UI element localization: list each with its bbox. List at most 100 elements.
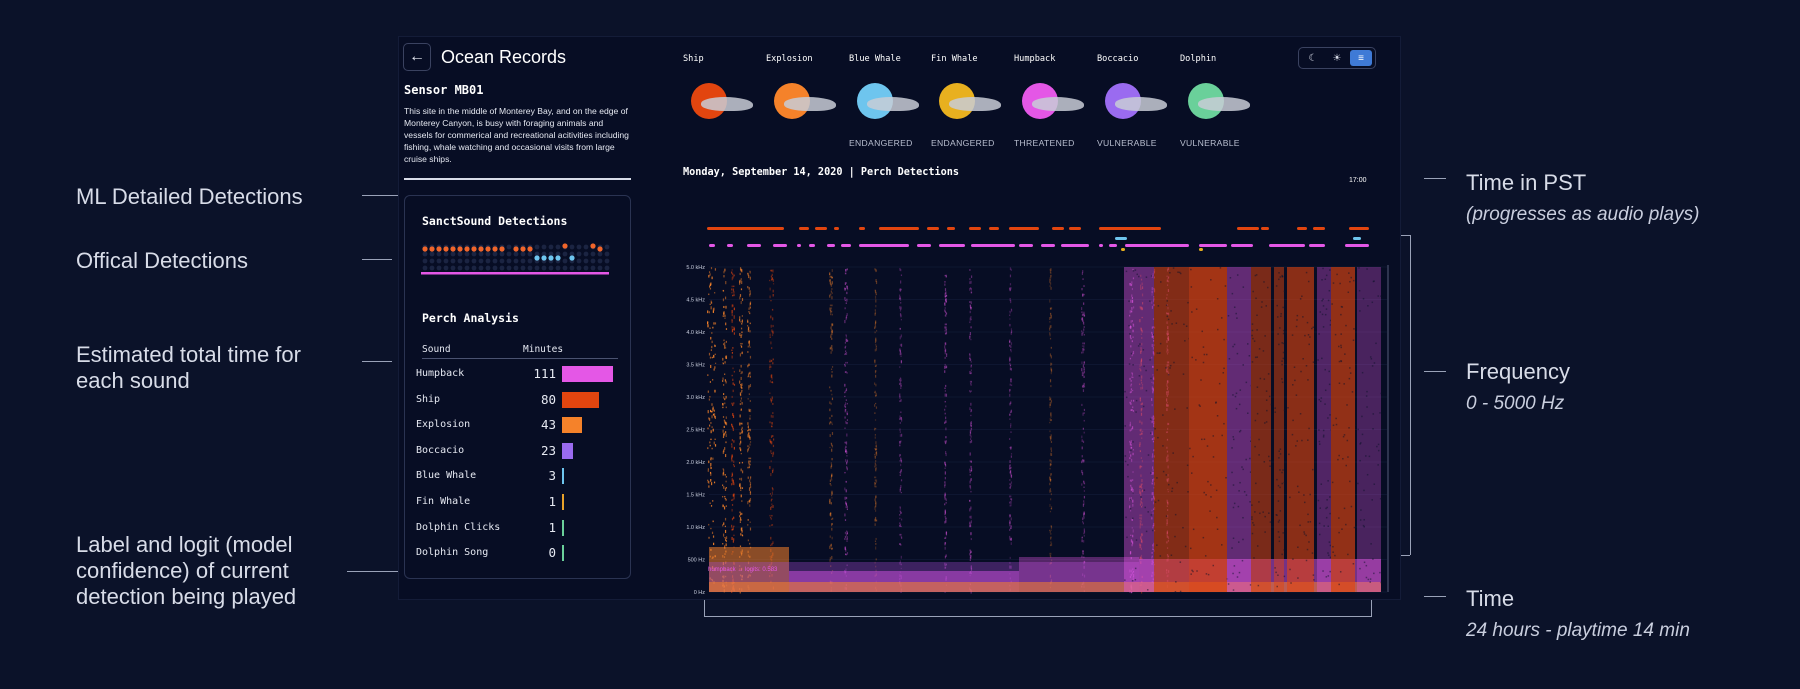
back-button[interactable]: ← — [403, 43, 431, 71]
spectrogram-pixel — [712, 379, 714, 381]
spectrogram-pixel — [1205, 494, 1207, 496]
spectrogram-pixel — [1131, 320, 1133, 323]
spectrogram-pixel — [1222, 372, 1225, 374]
spectrogram-pixel — [831, 547, 833, 550]
spectrogram-pixel — [1191, 356, 1193, 359]
spectrogram-pixel — [1306, 548, 1309, 551]
grid-dot — [492, 251, 498, 257]
spectrogram-pixel — [899, 336, 901, 340]
spectrogram-pixel — [844, 353, 846, 356]
spectrogram-pixel — [1281, 553, 1283, 556]
spectrogram-pixel — [707, 324, 709, 328]
spectrogram-pixel — [900, 533, 902, 536]
spectrogram-pixel — [831, 421, 833, 424]
spectrogram-pixel — [1129, 314, 1131, 317]
spectrogram-pixel — [1159, 555, 1162, 557]
spectrogram-pixel — [1317, 499, 1320, 502]
spectrogram-pixel — [829, 386, 831, 389]
spectrogram-pixel — [1139, 523, 1141, 526]
spectrogram-pixel — [846, 402, 849, 405]
spectrogram-pixel — [1049, 479, 1052, 482]
spectrogram-pixel — [732, 328, 735, 331]
spectrogram-pixel — [1049, 317, 1051, 321]
spectrogram-pixel — [1276, 585, 1278, 588]
spectrogram-pixel — [1010, 472, 1012, 475]
spectrogram-pixel — [899, 383, 901, 385]
spectrogram-pixel — [712, 413, 715, 416]
spectrogram-pixel — [1369, 356, 1372, 358]
spectrogram-pixel — [846, 291, 848, 295]
spectrogram-pixel — [944, 537, 946, 540]
spectrogram-pixel — [831, 276, 833, 279]
grid-dot — [527, 265, 533, 271]
spectrogram-pixel — [723, 339, 725, 342]
spectrogram-pixel — [1082, 331, 1084, 334]
spectrogram-pixel — [1082, 522, 1084, 525]
spectrogram-pixel — [1269, 459, 1271, 462]
spectrogram-pixel — [1365, 455, 1367, 457]
spectrogram-pixel — [831, 444, 833, 447]
spectrogram-pixel — [831, 448, 833, 452]
spectrogram-pixel — [772, 435, 774, 437]
spectrogram-pixel — [830, 543, 832, 547]
spectrogram-pixel — [1130, 449, 1132, 452]
spectrogram-pixel — [1153, 423, 1155, 426]
spectrogram-pixel — [1203, 353, 1206, 356]
spectrogram-pixel — [749, 457, 752, 460]
spectrogram-pixel — [1141, 437, 1143, 439]
spectrogram-pixel — [875, 293, 878, 296]
spectrogram-pixel — [1136, 273, 1139, 276]
spectrogram-pixel — [899, 377, 902, 380]
spectrogram-pixel — [1050, 532, 1052, 535]
spectrogram-pixel — [1139, 517, 1141, 519]
spectrogram-pixel — [1373, 483, 1376, 485]
spectrogram-pixel — [829, 401, 831, 404]
spectrogram-pixel — [944, 393, 946, 397]
spectrogram-pixel — [1081, 313, 1084, 316]
spectrogram-pixel — [945, 405, 947, 408]
spectrogram-pixel — [1132, 449, 1135, 451]
spectrogram-pixel — [1380, 581, 1382, 584]
spectrogram-pixel — [874, 311, 877, 314]
moon-icon[interactable]: ☾ — [1308, 52, 1318, 64]
spectrogram-pixel — [844, 487, 846, 491]
table-row: Humpback 111 — [416, 365, 616, 383]
spectrogram-pixel — [709, 287, 712, 290]
spectrogram-pixel — [1139, 306, 1141, 309]
sun-icon[interactable]: ☀ — [1332, 52, 1342, 64]
spectrogram-pixel — [1130, 591, 1133, 594]
spectrogram-pixel — [1275, 514, 1278, 516]
spectrogram-pixel — [708, 536, 710, 539]
menu-icon[interactable]: ≡ — [1350, 50, 1372, 66]
spectrogram-pixel — [1360, 442, 1362, 444]
spectrogram-pixel — [844, 272, 846, 275]
spectrogram-pixel — [1231, 447, 1233, 449]
spectrogram-pixel — [749, 312, 751, 315]
spectrogram-pixel — [714, 292, 716, 294]
spectrogram-pixel — [1139, 514, 1141, 517]
spectrogram-pixel — [1343, 434, 1346, 436]
spectrogram-pixel — [1132, 399, 1135, 402]
spectrogram-pixel — [969, 305, 972, 308]
spectrogram-pixel — [1365, 395, 1368, 397]
grid-dot — [499, 265, 505, 271]
grid-dot — [576, 244, 582, 250]
spectrogram-pixel — [1152, 340, 1155, 342]
spectrogram-pixel — [970, 439, 973, 443]
spectrogram-pixel — [1142, 405, 1145, 408]
spectrogram-pixel — [944, 463, 947, 466]
spectrogram-pixel — [1049, 396, 1051, 399]
spectrogram-pixel — [970, 365, 972, 368]
spectrogram-pixel — [1327, 299, 1330, 302]
spectrogram-pixel — [899, 297, 901, 300]
spectrogram-pixel — [1127, 475, 1129, 478]
spectrogram-pixel — [1140, 496, 1142, 498]
spectrogram-pixel — [899, 454, 901, 458]
spectrogram-pixel — [1132, 574, 1135, 578]
spectrogram-pixel — [1049, 282, 1052, 285]
spectrogram-pixel — [875, 476, 877, 479]
spectrogram-pixel — [740, 327, 743, 330]
spectrogram-pixel — [713, 322, 715, 325]
spectrogram-pixel — [724, 361, 726, 364]
